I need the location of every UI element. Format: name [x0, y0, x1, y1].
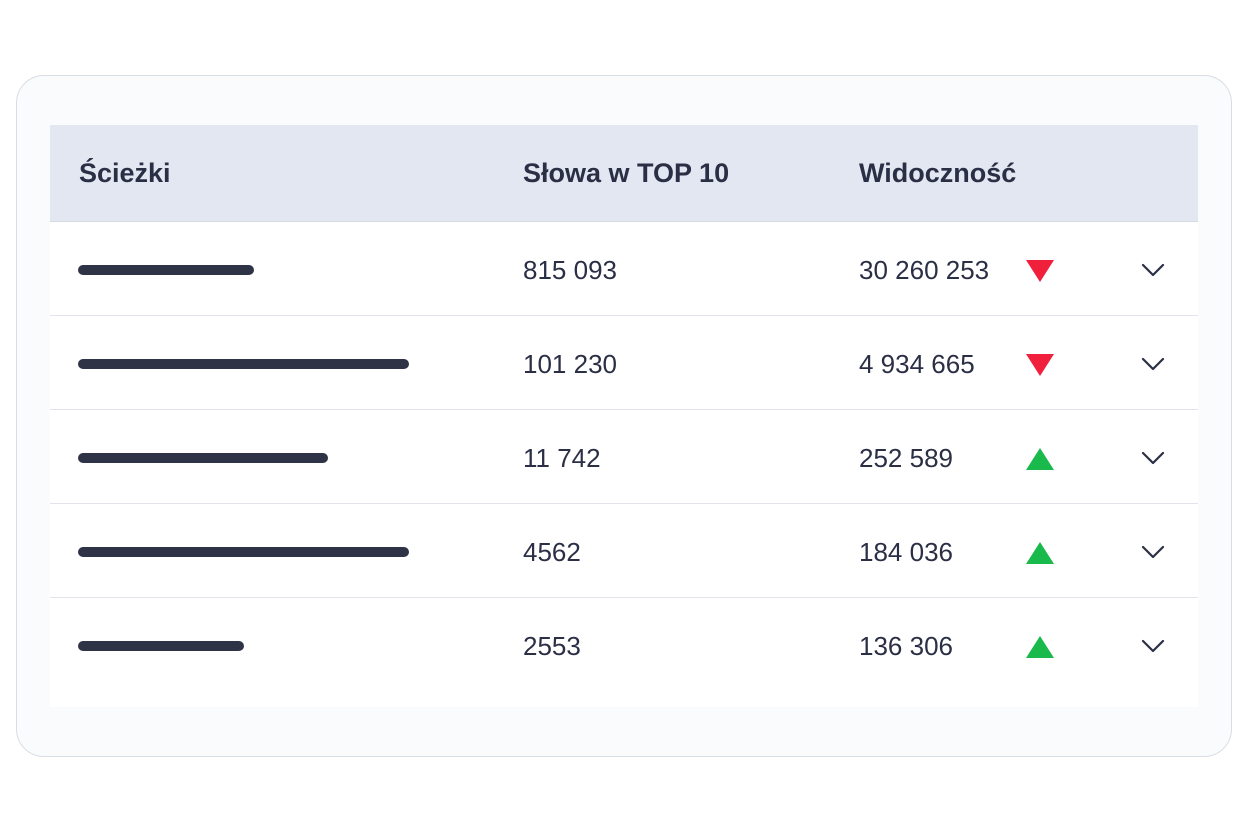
redacted-path-bar: [78, 359, 409, 369]
chevron-down-icon[interactable]: [1140, 543, 1166, 561]
chevron-down-icon[interactable]: [1140, 449, 1166, 467]
column-header-paths[interactable]: Ścieżki: [79, 158, 171, 188]
table-row[interactable]: 101 230 4 934 665: [50, 316, 1198, 410]
visibility-value: 4 934 665: [859, 349, 975, 379]
table-row[interactable]: 4562 184 036: [50, 504, 1198, 598]
triangle-up-icon: [1026, 542, 1054, 564]
top10-value: 4562: [523, 537, 581, 567]
visibility-value: 184 036: [859, 537, 953, 567]
visibility-value: 252 589: [859, 443, 953, 473]
triangle-up-icon: [1026, 636, 1054, 658]
table-row[interactable]: 11 742 252 589: [50, 410, 1198, 504]
table-row[interactable]: 815 093 30 260 253: [50, 222, 1198, 316]
top10-value: 815 093: [523, 255, 617, 285]
chevron-down-icon[interactable]: [1140, 637, 1166, 655]
visibility-value: 30 260 253: [859, 255, 990, 285]
table-row[interactable]: 2553 136 306: [50, 598, 1198, 692]
top10-value: 2553: [523, 631, 581, 661]
redacted-path-bar: [78, 641, 244, 651]
top10-value: 101 230: [523, 349, 617, 379]
triangle-down-icon: [1026, 354, 1054, 376]
paths-table: Ścieżki Słowa w TOP 10 Widoczność 815 09…: [50, 125, 1198, 707]
redacted-path-bar: [78, 453, 328, 463]
redacted-path-bar: [78, 265, 254, 275]
visibility-value: 136 306: [859, 631, 953, 661]
triangle-down-icon: [1026, 260, 1054, 282]
chevron-down-icon[interactable]: [1140, 355, 1166, 373]
column-header-visibility[interactable]: Widoczność: [859, 158, 1017, 188]
triangle-up-icon: [1026, 448, 1054, 470]
column-header-top10[interactable]: Słowa w TOP 10: [523, 158, 730, 188]
chevron-down-icon[interactable]: [1140, 261, 1166, 279]
redacted-path-bar: [78, 547, 409, 557]
top10-value: 11 742: [523, 443, 601, 473]
table-header: Ścieżki Słowa w TOP 10 Widoczność: [50, 125, 1198, 222]
